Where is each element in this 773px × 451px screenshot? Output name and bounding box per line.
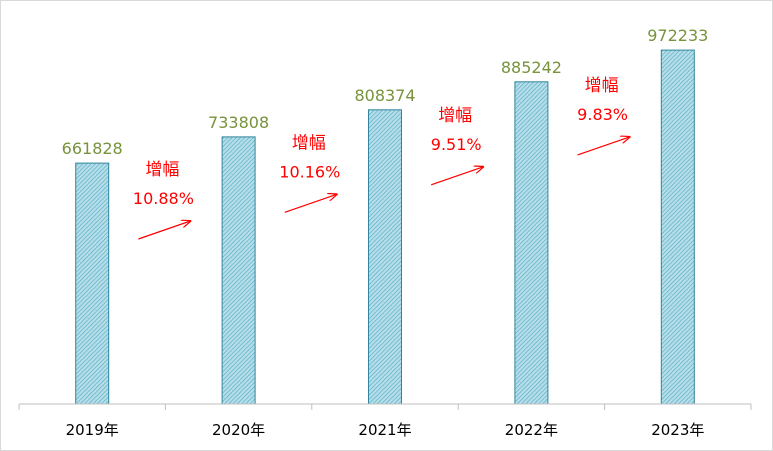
category-label: 2020年 [212, 421, 265, 439]
bar-2022年 [514, 81, 549, 405]
growth-arrow [138, 221, 190, 240]
growth-label: 增幅 [585, 76, 619, 96]
bar-2019年 [75, 162, 110, 405]
value-label: 808374 [354, 86, 415, 105]
value-label: 733808 [208, 113, 269, 132]
category-label: 2019年 [66, 421, 119, 439]
bar-2023年 [660, 49, 695, 405]
growth-value: 10.16% [279, 162, 340, 181]
growth-value: 9.83% [577, 105, 628, 124]
category-label: 2023年 [651, 421, 704, 439]
growth-arrow [431, 167, 483, 186]
growth-label: 增幅 [438, 106, 472, 126]
growth-label: 增幅 [145, 160, 179, 180]
bar-2020年 [221, 136, 256, 405]
value-label: 972233 [647, 26, 708, 45]
growth-arrow [284, 194, 337, 213]
growth-value: 9.51% [431, 135, 482, 154]
bar-2021年 [368, 109, 402, 405]
category-label: 2022年 [505, 421, 558, 439]
category-label: 2021年 [358, 421, 411, 439]
growth-value: 10.88% [133, 189, 194, 208]
growth-arrow [577, 137, 630, 156]
growth-label: 增幅 [292, 133, 326, 153]
value-label: 661828 [62, 139, 123, 158]
value-label: 885242 [501, 58, 562, 77]
